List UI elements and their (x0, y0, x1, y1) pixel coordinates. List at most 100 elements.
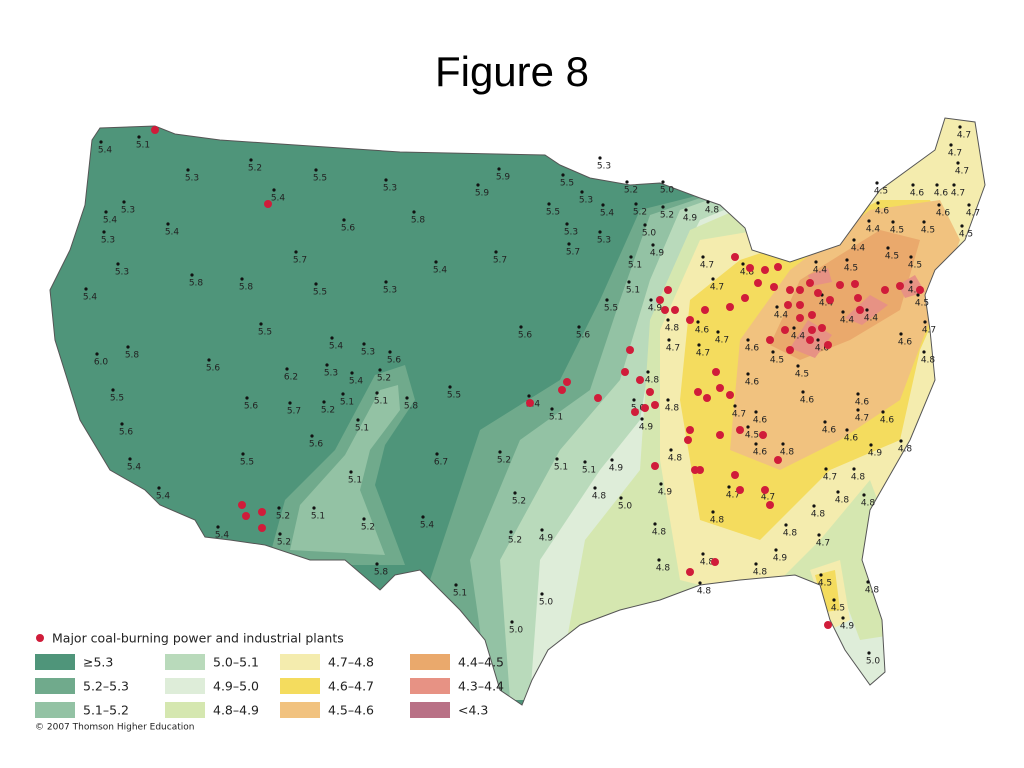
station-dot (741, 262, 745, 266)
station-dot (784, 523, 788, 527)
station-dot (375, 562, 379, 566)
station-label: 4.5 (959, 230, 973, 240)
station-dot (434, 260, 438, 264)
station-dot (362, 517, 366, 521)
station-label: 5.6 (244, 402, 259, 412)
coal-plant (656, 296, 664, 304)
station-label: 4.8 (783, 529, 798, 539)
legend-swatch (280, 702, 320, 718)
station-label: 4.6 (822, 426, 837, 436)
coal-plant (770, 283, 778, 291)
station-label: 5.3 (579, 196, 593, 206)
coal-plant (826, 296, 834, 304)
coal-plant (594, 394, 602, 402)
coal-plant (796, 286, 804, 294)
station-label: 5.5 (258, 328, 272, 338)
station-dot (876, 201, 880, 205)
station-dot (412, 210, 416, 214)
station-dot (706, 200, 710, 204)
legend-label: 4.6–4.7 (328, 679, 374, 694)
coal-plant (631, 408, 639, 416)
station-label: 4.6 (855, 398, 870, 408)
station-dot (909, 280, 913, 284)
station-label: 4.5 (908, 261, 922, 271)
station-label: 4.8 (645, 376, 660, 386)
station-dot (598, 156, 602, 160)
stations: 5.4 5.15.25.55.35.95.35.35.45.45.35.45.65… (83, 125, 980, 667)
station-dot (288, 401, 292, 405)
station-dot (960, 224, 964, 228)
coal-plant (626, 346, 634, 354)
coal-plant (716, 384, 724, 392)
station-dot (952, 183, 956, 187)
station-label: 5.0 (539, 598, 554, 608)
station-label: 5.4 (420, 521, 435, 531)
station-label: 4.6 (815, 344, 830, 354)
coal-plant (661, 306, 669, 314)
station-label: 5.0 (509, 626, 524, 636)
station-dot (342, 218, 346, 222)
station-label: 4.8 (898, 445, 913, 455)
station-label: 4.6 (908, 286, 923, 296)
station-dot (207, 358, 211, 362)
station-dot (935, 183, 939, 187)
station-label: 5.6 (341, 224, 356, 234)
station-label: 4.7 (726, 491, 740, 501)
coal-plant (796, 301, 804, 309)
station-dot (856, 408, 860, 412)
coal-plant (646, 388, 654, 396)
station-dot (547, 202, 551, 206)
station-dot (698, 581, 702, 585)
coal-plant (711, 558, 719, 566)
station-label: 4.8 (705, 206, 720, 216)
station-label: 5.1 (311, 512, 325, 522)
station-label: 5.4 (127, 463, 142, 473)
station-dot (754, 410, 758, 414)
station-label: 4.7 (855, 414, 869, 424)
station-label: 4.8 (710, 516, 725, 526)
station-label: 4.4 (774, 311, 789, 321)
station-label: 5.2 (508, 536, 522, 546)
station-label: 4.8 (835, 496, 850, 506)
station-dot (841, 616, 845, 620)
station-dot (435, 452, 439, 456)
station-label: 4.7 (710, 283, 724, 293)
station-dot (651, 243, 655, 247)
station-label: 4.5 (915, 299, 929, 309)
station-label: 5.2 (624, 186, 638, 196)
station-label: 5.7 (287, 407, 301, 417)
station-label: 5.1 (374, 397, 388, 407)
station-dot (540, 592, 544, 596)
legend-swatch (35, 702, 75, 718)
station-label: 5.1 (628, 261, 642, 271)
station-label: 4.8 (861, 499, 876, 509)
station-label: 5.2 (633, 208, 647, 218)
station-label: 5.3 (115, 268, 129, 278)
coal-plant (686, 568, 694, 576)
station-label: 4.5 (818, 579, 832, 589)
coal-plant (759, 431, 767, 439)
coal-plant (854, 294, 862, 302)
station-dot (733, 404, 737, 408)
station-dot (550, 407, 554, 411)
station-label: 5.6 (387, 356, 402, 366)
station-label: 5.4 (600, 209, 615, 219)
station-dot (891, 220, 895, 224)
coal-plant (766, 501, 774, 509)
station-label: 5.6 (119, 428, 134, 438)
station-dot (388, 350, 392, 354)
station-label: 4.6 (875, 207, 890, 217)
station-label: 4.9 (868, 449, 883, 459)
station-dot (812, 504, 816, 508)
station-dot (259, 322, 263, 326)
coal-plant (558, 386, 566, 394)
station-label: 5.0 (660, 186, 675, 196)
station-dot (601, 203, 605, 207)
station-dot (746, 425, 750, 429)
station-label: 4.5 (844, 264, 858, 274)
station-label: 4.6 (880, 416, 895, 426)
legend-label: 5.2–5.3 (83, 679, 129, 694)
station-label: 4.5 (921, 226, 935, 236)
station-dot (605, 298, 609, 302)
station-label: 6.2 (284, 373, 298, 383)
